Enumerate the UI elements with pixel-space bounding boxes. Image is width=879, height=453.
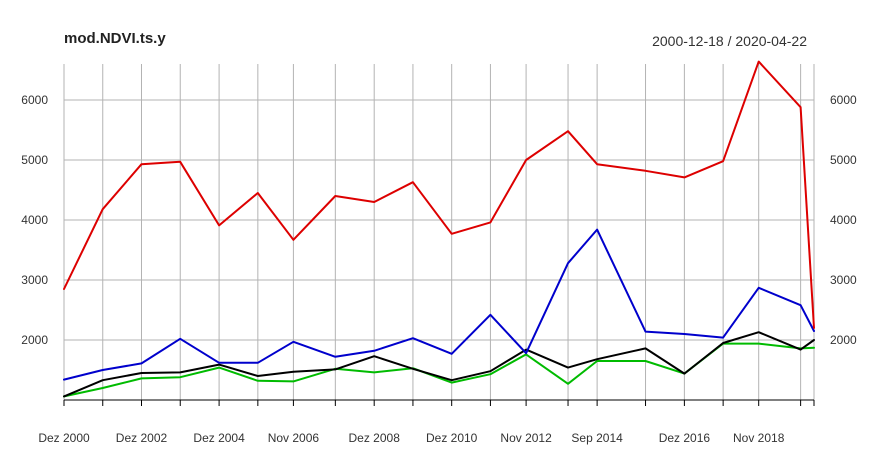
y-axis-left-ticks: 2000 3000 4000 5000 6000 bbox=[21, 93, 48, 347]
series-line bbox=[63, 342, 815, 398]
x-tick-label: Dez 2004 bbox=[193, 431, 245, 445]
y-tick-label-left: 3000 bbox=[21, 273, 48, 287]
x-tick-label: Nov 2012 bbox=[500, 431, 552, 445]
y-tick-label-left: 6000 bbox=[21, 93, 48, 107]
grid-lines bbox=[63, 64, 815, 400]
series-lines bbox=[63, 60, 815, 398]
x-tick-label: Nov 2006 bbox=[268, 431, 320, 445]
x-tick-label: Dez 2016 bbox=[659, 431, 711, 445]
x-tick-label: Nov 2018 bbox=[733, 431, 785, 445]
y-tick-label-right: 6000 bbox=[830, 93, 857, 107]
y-tick-label-right: 3000 bbox=[830, 273, 857, 287]
y-tick-label-right: 2000 bbox=[830, 333, 857, 347]
date-range-label: 2000-12-18 / 2020-04-22 bbox=[652, 33, 807, 49]
series-line bbox=[63, 228, 815, 381]
chart-title: mod.NDVI.ts.y bbox=[64, 30, 166, 47]
y-tick-label-left: 2000 bbox=[21, 333, 48, 347]
series-line bbox=[63, 331, 815, 398]
x-tick-label: Dez 2010 bbox=[426, 431, 478, 445]
x-axis-ticks: Dez 2000 Dez 2002 Dez 2004 Nov 2006 Dez 2008… bbox=[38, 400, 815, 445]
x-tick-label: Dez 2002 bbox=[116, 431, 168, 445]
x-tick-label: Dez 2008 bbox=[349, 431, 401, 445]
y-tick-label-left: 4000 bbox=[21, 213, 48, 227]
y-tick-label-right: 4000 bbox=[830, 213, 857, 227]
y-tick-label-left: 5000 bbox=[21, 153, 48, 167]
x-tick-label: Sep 2014 bbox=[571, 431, 623, 445]
x-tick-label: Dez 2000 bbox=[38, 431, 90, 445]
y-axis-right-ticks: 2000 3000 4000 5000 6000 bbox=[830, 93, 857, 347]
series-line bbox=[63, 60, 815, 329]
y-tick-label-right: 5000 bbox=[830, 153, 857, 167]
